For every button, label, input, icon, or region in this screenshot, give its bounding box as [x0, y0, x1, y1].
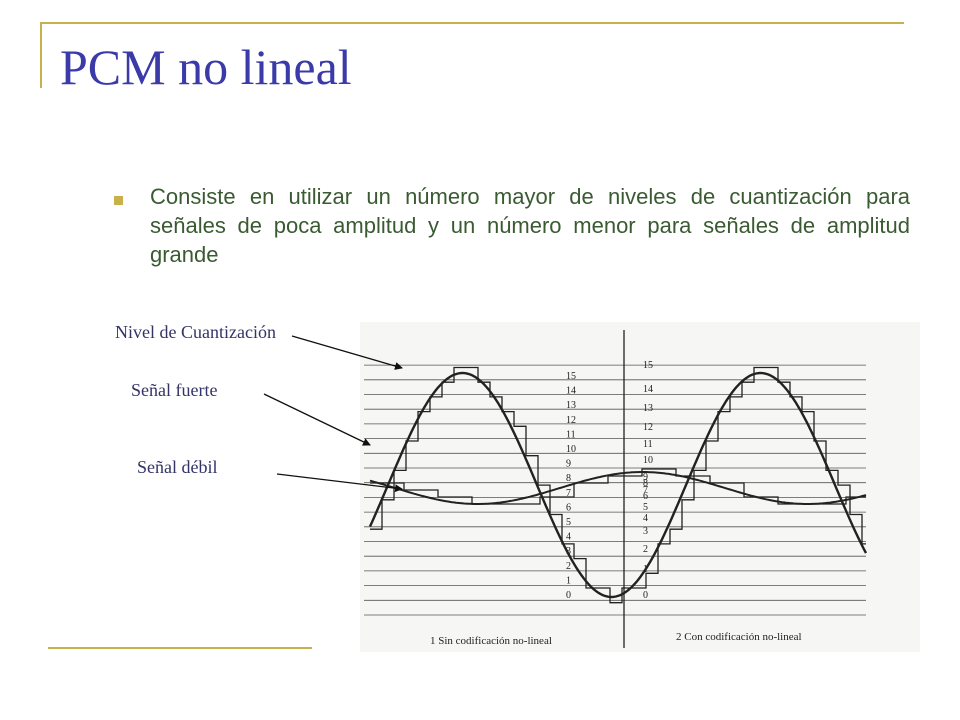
- label-strong-signal: Señal fuerte: [131, 380, 218, 400]
- arrow-strong-signal: [263, 393, 371, 446]
- arrow-weak-signal: [276, 473, 403, 493]
- level-label-left: 5: [566, 517, 571, 528]
- level-label-right: 0: [643, 590, 648, 601]
- strong-signal-wave: [368, 371, 868, 599]
- level-label-right: 14: [643, 384, 653, 395]
- level-label-right: 12: [643, 422, 653, 433]
- label-weak-signal: Señal débil: [137, 457, 218, 477]
- diagram-panel: [360, 322, 920, 652]
- level-label-left: 10: [566, 444, 576, 455]
- level-label-left: 7: [566, 488, 571, 499]
- top-rule: [40, 22, 904, 24]
- grid-lines: [364, 364, 866, 616]
- level-label-right: 3: [643, 526, 648, 537]
- level-label-left: 4: [566, 532, 571, 543]
- level-label-right: 9: [643, 472, 648, 483]
- caption-left: 1 Sin codificación no-lineal: [430, 635, 552, 647]
- level-label-right: 4: [643, 513, 648, 524]
- level-label-right: 6: [643, 491, 648, 502]
- page-title: PCM no lineal: [60, 39, 352, 95]
- caption-right: 2 Con codificación no-lineal: [676, 631, 802, 643]
- bullet-marker: [114, 196, 123, 205]
- level-label-left: 8: [566, 473, 571, 484]
- level-label-left: 9: [566, 459, 571, 470]
- level-label-left: 15: [566, 371, 576, 382]
- level-label-left: 6: [566, 502, 571, 513]
- level-label-right: 8: [643, 478, 648, 489]
- level-label-right: 7: [643, 485, 648, 496]
- arrow-quantization-level: [291, 335, 403, 370]
- level-label-left: 1: [566, 575, 571, 586]
- level-label-right: 2: [643, 544, 648, 555]
- weak-signal-wave: [369, 471, 867, 505]
- level-label-right: 13: [643, 403, 653, 414]
- bullet-item: Consiste en utilizar un número mayor de …: [114, 182, 910, 269]
- level-label-right: 10: [643, 455, 653, 466]
- level-label-right: 5: [643, 502, 648, 513]
- level-label-left: 2: [566, 561, 571, 572]
- level-label-left: 12: [566, 415, 576, 426]
- label-quantization-level: Nivel de Cuantización: [115, 322, 276, 342]
- level-label-left: 0: [566, 590, 571, 601]
- bottom-rule: [48, 647, 312, 649]
- level-label-right: 11: [643, 439, 653, 450]
- level-label-left: 14: [566, 386, 576, 397]
- bullet-text: Consiste en utilizar un número mayor de …: [150, 184, 910, 267]
- level-label-left: 13: [566, 400, 576, 411]
- level-label-right: 15: [643, 360, 653, 371]
- left-rule: [40, 22, 42, 88]
- level-label-left: 11: [566, 429, 576, 440]
